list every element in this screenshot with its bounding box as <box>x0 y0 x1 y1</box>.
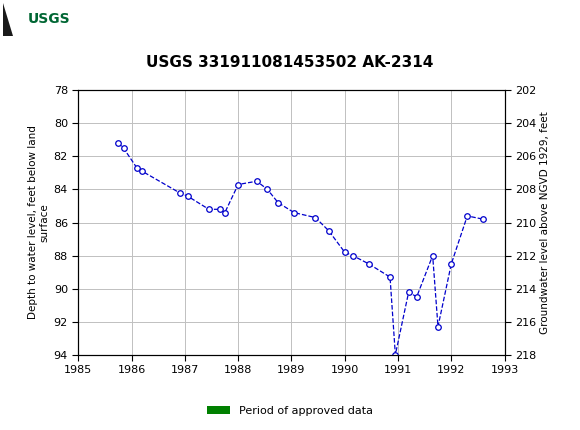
Text: USGS: USGS <box>28 12 70 26</box>
Text: USGS 331911081453502 AK-2314: USGS 331911081453502 AK-2314 <box>146 55 434 70</box>
Legend: Period of approved data: Period of approved data <box>203 401 377 420</box>
Y-axis label: Depth to water level, feet below land
surface: Depth to water level, feet below land su… <box>28 126 49 319</box>
Polygon shape <box>3 3 26 36</box>
Bar <box>118 356 483 362</box>
FancyBboxPatch shape <box>3 3 67 36</box>
Y-axis label: Groundwater level above NGVD 1929, feet: Groundwater level above NGVD 1929, feet <box>541 111 550 334</box>
FancyBboxPatch shape <box>3 3 26 36</box>
